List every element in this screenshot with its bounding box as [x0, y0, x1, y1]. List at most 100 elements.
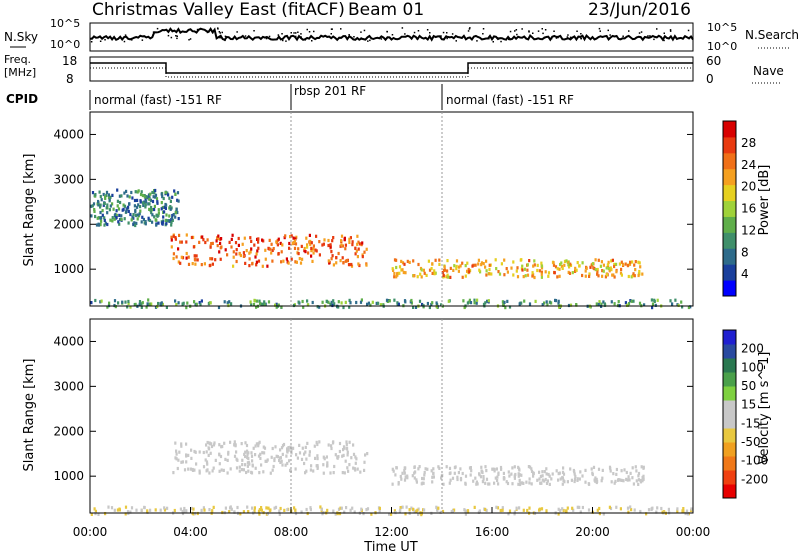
data-cell-0-77 [215, 239, 218, 243]
data-cell-3-130 [632, 299, 635, 303]
data-cell-2-155 [413, 510, 416, 514]
data-cell-2-135 [203, 508, 206, 512]
data-cell-2-14 [124, 505, 128, 509]
data-cell-1-139 [544, 270, 547, 274]
data-cell-2-139 [103, 218, 106, 222]
data-cell-2-119 [136, 190, 139, 194]
data-cell-2-0 [136, 205, 139, 209]
data-cell-3-50 [543, 301, 546, 305]
nsearch-dot-43 [281, 33, 283, 35]
data-cell-3-160 [332, 299, 335, 303]
nsearch-dot-56 [528, 31, 530, 33]
data-cell-0-130 [212, 443, 216, 447]
data-cell-2-56 [97, 512, 100, 516]
data-cell-1-64 [394, 473, 397, 477]
data-cell-2-66 [100, 198, 103, 202]
freq-panel: Freq. [MHz] 18 8 60 0 Nave [4, 53, 784, 86]
data-cell-0-196 [202, 450, 205, 455]
data-cell-1-121 [548, 482, 551, 486]
data-cell-0-241 [250, 247, 253, 251]
nsky-trace [90, 27, 694, 42]
data-cell-0-131 [179, 261, 182, 265]
data-cell-2-18 [507, 512, 510, 516]
data-cell-2-212 [154, 218, 157, 222]
data-cell-1-230 [618, 262, 621, 266]
data-cell-1-61 [448, 481, 451, 485]
data-cell-1-97 [569, 262, 572, 266]
data-cell-0-161 [181, 460, 184, 464]
data-cell-0-199 [230, 245, 233, 249]
data-cell-2-27 [513, 512, 516, 516]
data-cell-0-143 [250, 451, 253, 455]
data-cell-2-174 [140, 190, 143, 194]
data-cell-0-219 [201, 235, 204, 239]
nsearch-dot-94 [663, 32, 665, 34]
data-cell-0-63 [259, 452, 262, 456]
nsearch-dot-136 [265, 37, 268, 40]
data-cell-1-75 [485, 273, 488, 277]
nsky-label: N.Sky [4, 30, 38, 44]
data-cell-0-111 [281, 463, 284, 467]
data-cell-1-148 [551, 472, 554, 476]
data-cell-0-103 [331, 254, 334, 258]
data-cell-0-225 [206, 238, 209, 242]
nsearch-dot-109 [516, 33, 518, 36]
nsearch-dot-63 [141, 39, 144, 41]
x-tick-label-2: 08:00 [274, 525, 309, 539]
data-cell-1-197 [497, 270, 500, 274]
data-cell-0-218 [321, 243, 324, 247]
data-cell-2-249 [655, 510, 658, 514]
data-cell-0-177 [175, 452, 178, 456]
data-cell-1-168 [565, 259, 568, 263]
nsearch-dot-121 [391, 34, 394, 36]
data-cell-2-231 [160, 192, 163, 196]
colorbar-cell-1 [723, 264, 736, 281]
data-cell-1-99 [432, 467, 435, 471]
nsearch-dot-101 [404, 33, 406, 35]
data-cell-2-130 [326, 508, 329, 512]
data-cell-2-224 [95, 223, 99, 227]
data-cell-1-94 [585, 266, 588, 270]
x-tick-label-6: 00:00 [676, 525, 711, 539]
data-cell-1-133 [475, 480, 478, 484]
data-cell-1-71 [422, 477, 425, 481]
data-cell-1-10 [627, 274, 630, 279]
data-cell-2-12 [123, 217, 126, 221]
data-cell-1-234 [635, 469, 638, 473]
data-cell-3-127 [602, 300, 605, 304]
data-cell-0-4 [330, 257, 333, 261]
data-cell-1-55 [404, 271, 407, 275]
data-cell-3-222 [503, 300, 506, 304]
data-cell-1-24 [395, 265, 398, 270]
data-cell-2-101 [97, 203, 100, 207]
data-cell-2-88 [152, 195, 155, 199]
data-cell-3-179 [230, 302, 233, 306]
data-cell-2-32 [645, 512, 648, 516]
data-cell-2-69 [169, 199, 172, 203]
data-cell-1-244 [594, 268, 597, 272]
data-cell-1-168 [431, 480, 434, 484]
data-cell-2-76 [162, 215, 165, 219]
data-cell-0-94 [237, 236, 240, 241]
data-cell-2-248 [439, 510, 442, 514]
data-cell-1-181 [615, 467, 618, 472]
data-cell-1-142 [538, 269, 541, 273]
colorbar-tick-5: 24 [741, 158, 756, 172]
data-cell-1-143 [563, 259, 567, 263]
data-cell-2-73 [120, 194, 123, 198]
data-cell-0-106 [248, 264, 251, 268]
nsearch-dot-91 [566, 36, 569, 38]
data-cell-1-147 [623, 468, 626, 472]
data-cell-1-65 [607, 260, 610, 264]
data-cell-2-26 [129, 212, 132, 217]
nsearch-dot-71 [445, 35, 447, 37]
data-cell-2-185 [200, 508, 203, 512]
data-cell-3-30 [557, 301, 560, 305]
data-cell-0-91 [218, 469, 221, 473]
data-cell-0-86 [245, 443, 249, 448]
data-cell-2-115 [340, 506, 343, 510]
nsearch-dot-18 [580, 33, 582, 35]
data-cell-1-257 [543, 479, 546, 483]
data-cell-1-129 [513, 474, 516, 478]
